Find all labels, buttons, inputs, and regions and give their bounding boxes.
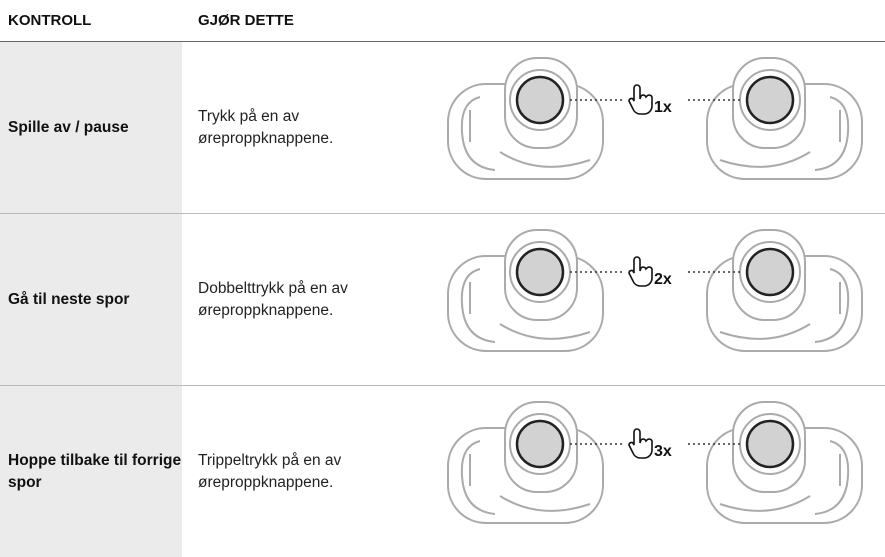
- tap-count: 3x: [654, 443, 672, 460]
- control-cell: Spille av / pause: [0, 42, 182, 213]
- action-text: Dobbelttrykk på en av øreproppknappene.: [198, 279, 348, 319]
- control-text: Gå til neste spor: [8, 290, 130, 308]
- table-row: Spille av / pause Trykk på en av ørepropp…: [0, 42, 885, 214]
- header-control: KONTROLL: [8, 12, 92, 29]
- left-earbud: [446, 56, 605, 181]
- control-cell: Hoppe tilbake til forrige spor: [0, 386, 182, 557]
- control-cell: Gå til neste spor: [0, 214, 182, 385]
- hand-icon: [628, 256, 653, 287]
- earbud-illustration: 1x: [446, 56, 864, 181]
- right-earbud: [705, 56, 864, 181]
- table-row: Gå til neste spor Dobbelttrykk på en av ø…: [0, 214, 885, 386]
- header-rule: [0, 41, 885, 42]
- control-text: Spille av / pause: [8, 118, 129, 136]
- left-earbud: [446, 400, 605, 525]
- tap-count: 1x: [654, 99, 672, 116]
- earbud-illustration: 3x: [446, 400, 864, 525]
- left-earbud: [446, 228, 605, 353]
- earbud-illustration: 2x: [446, 228, 864, 353]
- table-row: Hoppe tilbake til forrige spor Trippeltry…: [0, 386, 885, 557]
- right-earbud: [705, 400, 864, 525]
- action-cell: Dobbelttrykk på en av øreproppknappene.: [198, 214, 418, 385]
- tap-count: 2x: [654, 271, 672, 288]
- action-text: Trykk på en av øreproppknappene.: [198, 107, 334, 147]
- action-cell: Trippeltrykk på en av øreproppknappene.: [198, 386, 418, 557]
- right-earbud: [705, 228, 864, 353]
- action-text: Trippeltrykk på en av øreproppknappene.: [198, 451, 342, 491]
- header-action: GJØR DETTE: [198, 12, 294, 29]
- hand-icon: [628, 84, 653, 115]
- hand-icon: [628, 428, 653, 459]
- control-text: Hoppe tilbake til forrige spor: [8, 451, 182, 491]
- action-cell: Trykk på en av øreproppknappene.: [198, 42, 418, 213]
